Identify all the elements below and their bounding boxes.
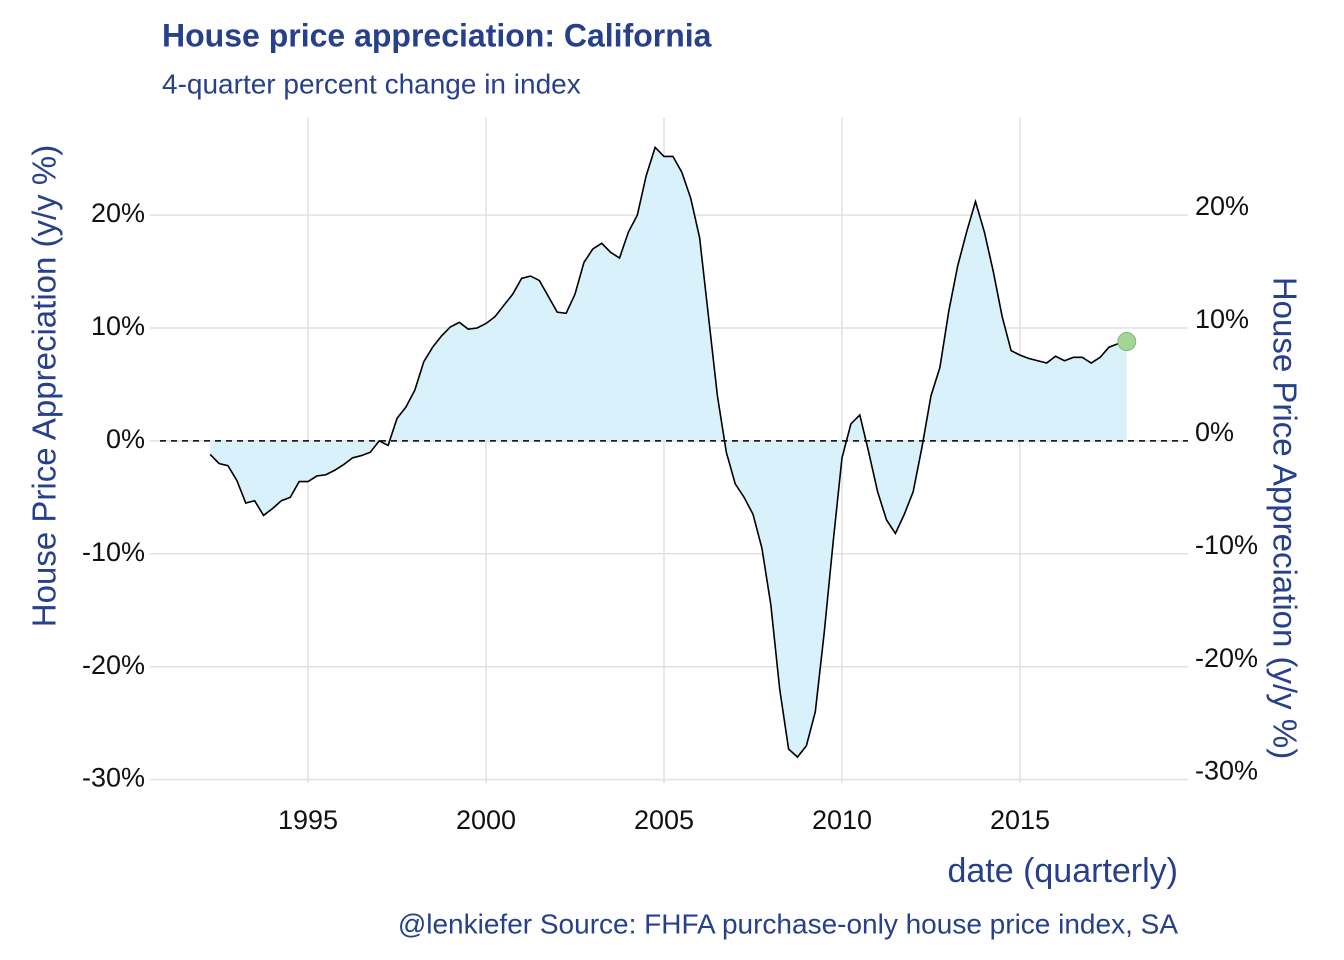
x-tick-label: 2000: [456, 805, 516, 835]
caption: @lenkiefer Source: FHFA purchase-only ho…: [398, 908, 1178, 939]
x-tick-label: 2015: [990, 805, 1050, 835]
line: [209, 145, 1127, 759]
y-tick-label: 0%: [106, 424, 145, 454]
y-tick-label: -20%: [82, 650, 145, 680]
y-axis-title: House Price Appreciation (y/y %): [26, 145, 63, 627]
y-tick-label: -10%: [82, 537, 145, 567]
y2-tick-label: -10%: [1195, 530, 1258, 560]
area-fill: [210, 147, 1127, 758]
x-tick-label: 2005: [634, 805, 694, 835]
y2-tick-label: -20%: [1195, 643, 1258, 673]
x-axis-title: date (quarterly): [947, 852, 1178, 890]
latest-point: [1117, 332, 1137, 352]
x-tick-label: 1995: [278, 805, 338, 835]
chart-subtitle: 4-quarter percent change in index: [162, 68, 581, 99]
x-tick-label: 2010: [812, 805, 872, 835]
y2-tick-label: -30%: [1195, 756, 1258, 786]
y2-tick-label: 20%: [1195, 191, 1249, 221]
y2-tick-label: 10%: [1195, 304, 1249, 334]
y-tick-label: 10%: [91, 311, 145, 341]
chart-title: House price appreciation: California: [162, 17, 712, 53]
y2-tick-label: 0%: [1195, 417, 1234, 447]
y-tick-label: -30%: [82, 763, 145, 793]
y-tick-label: 20%: [91, 198, 145, 228]
y2-axis-title: House Price Appreciation (y/y %): [1266, 277, 1303, 759]
